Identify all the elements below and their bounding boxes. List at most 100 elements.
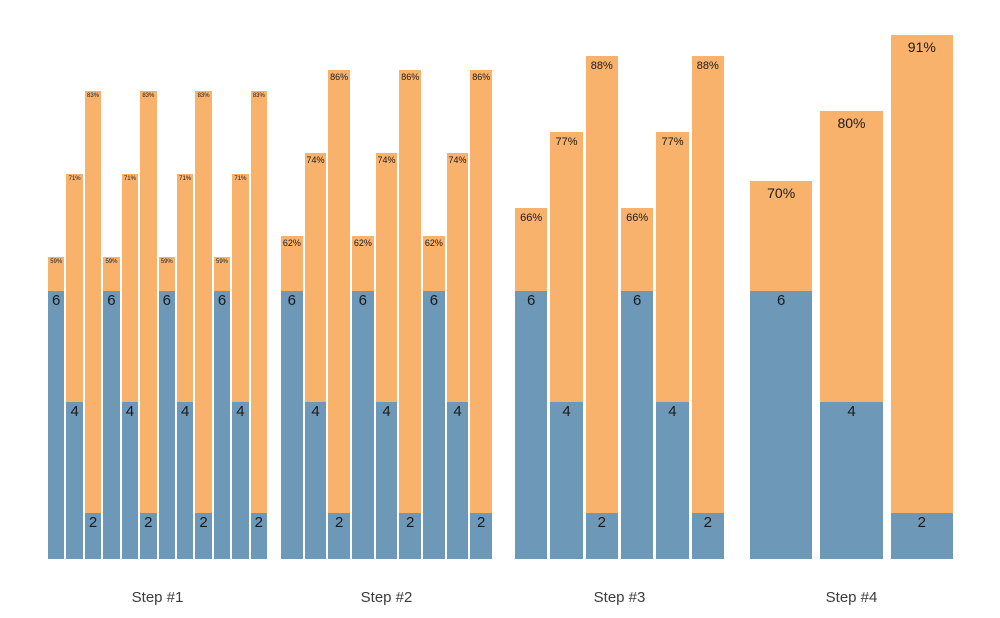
percentage-label: 66% xyxy=(520,212,543,225)
percentage-label: 74% xyxy=(306,154,325,165)
step-axis-label: Step #4 xyxy=(825,589,878,606)
percentage-label: 59% xyxy=(216,258,229,265)
step-axis-label: Step #1 xyxy=(131,589,184,606)
stacked-bar: 71% 4 xyxy=(232,173,249,559)
bar-group-step-2: 62% 6 74% 4 86% 2 62% 6 74% 4 86% 2 62% 6 74% 4 86% 2 xyxy=(281,69,493,559)
base-segment: 2 xyxy=(84,512,102,559)
bar-group-step-1: 59% 6 71% 4 83% 2 59% 6 71% 4 83% 2 59% 6 71% 4 83% 2 59% 6… xyxy=(48,90,268,559)
stacked-bar: 62% 6 xyxy=(423,235,445,559)
base-count-label: 4 xyxy=(668,402,677,420)
base-segment: 6 xyxy=(281,291,303,559)
base-segment: 4 xyxy=(375,401,398,559)
base-count-label: 4 xyxy=(562,402,571,420)
stacked-bar: 66% 6 xyxy=(620,208,654,559)
stacked-bar: 80% 4 xyxy=(820,111,883,559)
percentage-label: 71% xyxy=(234,175,247,182)
stacked-bar: 66% 6 xyxy=(515,208,548,559)
stacked-bar: 59% 6 xyxy=(158,256,175,559)
base-segment: 4 xyxy=(820,401,883,559)
base-count-label: 2 xyxy=(597,513,606,531)
base-count-label: 2 xyxy=(144,513,153,531)
base-segment: 6 xyxy=(620,291,654,559)
stacked-bar: 74% 4 xyxy=(304,152,327,559)
base-count-label: 6 xyxy=(358,292,368,310)
base-segment: 2 xyxy=(890,512,953,559)
percentage-label: 62% xyxy=(282,237,301,248)
stacked-bar: 83% 2 xyxy=(195,90,212,559)
base-segment: 4 xyxy=(66,401,83,559)
percentage-label: 62% xyxy=(353,237,372,248)
base-count-label: 2 xyxy=(477,513,486,531)
base-count-label: 6 xyxy=(287,292,296,310)
stacked-bar: 71% 4 xyxy=(66,173,83,559)
base-count-label: 2 xyxy=(917,513,926,531)
base-segment: 2 xyxy=(585,512,618,559)
percentage-label: 86% xyxy=(401,71,420,82)
stacked-bar: 74% 4 xyxy=(375,152,398,559)
stacked-bar: 62% 6 xyxy=(281,235,303,559)
base-count-label: 6 xyxy=(526,292,536,310)
stacked-bar: 86% 2 xyxy=(328,69,351,559)
percentage-label: 71% xyxy=(123,175,136,182)
percentage-label: 88% xyxy=(590,59,613,72)
base-count-label: 6 xyxy=(632,292,642,310)
base-segment: 2 xyxy=(691,512,724,559)
stacked-bar: 83% 2 xyxy=(84,90,102,559)
base-segment: 4 xyxy=(304,401,327,559)
percentage-label: 70% xyxy=(767,184,796,201)
base-count-label: 6 xyxy=(429,292,439,310)
stacked-bar: 74% 4 xyxy=(446,152,469,559)
base-segment: 6 xyxy=(750,291,813,559)
base-count-label: 6 xyxy=(776,292,786,310)
base-segment: 2 xyxy=(399,512,422,559)
base-segment: 4 xyxy=(176,401,194,559)
stacked-bar: 59% 6 xyxy=(213,256,231,559)
stacked-bar: 77% 4 xyxy=(656,132,689,559)
percentage-label: 83% xyxy=(197,92,210,99)
base-segment: 2 xyxy=(470,512,493,559)
stacked-bar: 71% 4 xyxy=(121,173,139,559)
percentage-label: 74% xyxy=(377,154,396,165)
stacked-bar: 70% 6 xyxy=(750,180,813,559)
bar-group-step-4: 70% 6 80% 4 91% 2 xyxy=(750,35,953,559)
percentage-label: 62% xyxy=(424,237,443,248)
stacked-bar: 88% 2 xyxy=(691,55,724,559)
percentage-label: 83% xyxy=(142,92,155,99)
base-count-label: 4 xyxy=(382,402,391,420)
percentage-label: 71% xyxy=(68,175,81,182)
bar-group-step-3: 66% 6 77% 4 88% 2 66% 6 77% 4 88% 2 xyxy=(515,55,724,559)
stacked-bar: 91% 2 xyxy=(890,35,953,559)
stacked-bar: 59% 6 xyxy=(48,256,65,559)
stacked-bar: 77% 4 xyxy=(550,132,583,559)
base-count-label: 2 xyxy=(703,513,712,531)
percentage-label: 91% xyxy=(907,39,936,56)
base-segment: 6 xyxy=(515,291,548,559)
base-count-label: 2 xyxy=(406,513,415,531)
base-segment: 4 xyxy=(550,401,583,559)
stacked-bar: 83% 2 xyxy=(140,90,157,559)
base-segment: 2 xyxy=(328,512,351,559)
base-count-label: 2 xyxy=(199,513,208,531)
base-count-label: 4 xyxy=(125,402,135,420)
base-segment: 6 xyxy=(352,291,374,559)
percentage-label: 59% xyxy=(50,258,63,265)
base-segment: 6 xyxy=(423,291,445,559)
percentage-label: 88% xyxy=(696,59,719,72)
base-segment: 6 xyxy=(213,291,231,559)
percentage-label: 66% xyxy=(626,212,649,225)
stacked-bar: 88% 2 xyxy=(585,55,618,559)
stacked-bar: 83% 2 xyxy=(250,90,268,559)
stacked-bar: 86% 2 xyxy=(470,69,493,559)
percentage-label: 59% xyxy=(105,258,118,265)
stacked-bar: 71% 4 xyxy=(176,173,194,559)
percentage-label: 59% xyxy=(160,258,173,265)
stacked-bar: 62% 6 xyxy=(352,235,374,559)
base-count-label: 2 xyxy=(88,513,98,531)
base-segment: 4 xyxy=(656,401,689,559)
base-count-label: 4 xyxy=(236,402,245,420)
base-count-label: 6 xyxy=(52,292,61,310)
percentage-label: 77% xyxy=(555,136,578,148)
percentage-label: 83% xyxy=(252,92,265,99)
base-count-label: 2 xyxy=(335,513,344,531)
